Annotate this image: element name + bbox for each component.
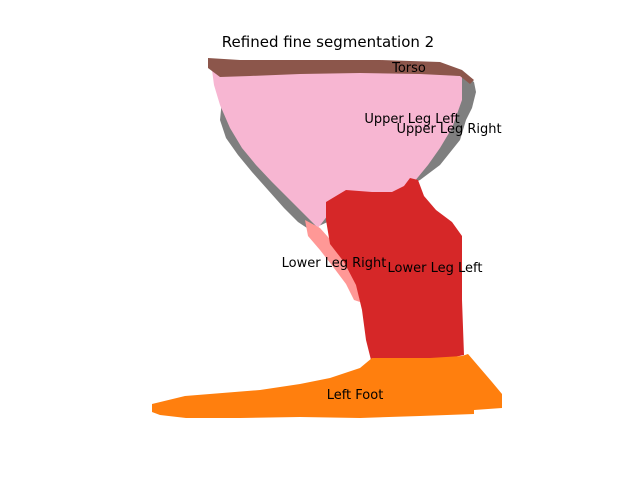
segment-left-foot — [152, 354, 502, 418]
segment-torso — [208, 58, 474, 84]
label-lower-leg-left: Lower Leg Left — [388, 261, 483, 276]
label-torso: Torso — [391, 61, 426, 76]
label-upper-leg-right: Upper Leg Right — [396, 122, 501, 137]
segment-lower-leg-left — [326, 178, 464, 364]
figure-title: Refined fine segmentation 2 — [221, 33, 435, 51]
label-left-foot: Left Foot — [327, 388, 384, 403]
label-lower-leg-right: Lower Leg Right — [282, 256, 387, 271]
label-upper-leg-left: Upper Leg Left — [364, 112, 459, 127]
segment-lower-leg-right — [305, 220, 360, 302]
